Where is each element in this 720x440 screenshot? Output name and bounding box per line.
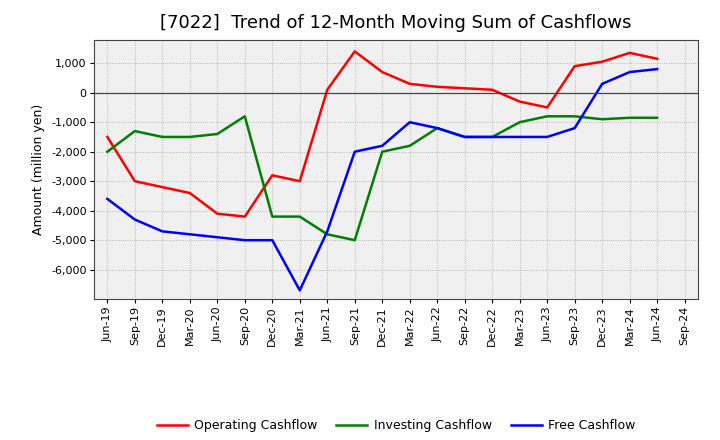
Investing Cashflow [543,114,552,119]
Investing Cashflow [653,115,662,121]
Operating Cashflow [158,184,166,190]
Free Cashflow [433,125,441,131]
Free Cashflow [240,238,249,243]
Operating Cashflow [626,50,634,55]
Free Cashflow [570,125,579,131]
Line: Investing Cashflow: Investing Cashflow [107,116,657,240]
Operating Cashflow [570,63,579,69]
Operating Cashflow [130,179,139,184]
Operating Cashflow [653,56,662,62]
Operating Cashflow [543,105,552,110]
Investing Cashflow [516,120,524,125]
Line: Free Cashflow: Free Cashflow [107,69,657,290]
Free Cashflow [323,229,332,234]
Operating Cashflow [213,211,222,216]
Investing Cashflow [323,231,332,237]
Investing Cashflow [460,134,469,139]
Investing Cashflow [103,149,112,154]
Free Cashflow [626,70,634,75]
Free Cashflow [268,238,276,243]
Investing Cashflow [351,238,359,243]
Free Cashflow [213,235,222,240]
Operating Cashflow [378,70,387,75]
Operating Cashflow [295,179,304,184]
Free Cashflow [378,143,387,148]
Investing Cashflow [186,134,194,139]
Investing Cashflow [213,132,222,137]
Investing Cashflow [158,134,166,139]
Title: [7022]  Trend of 12-Month Moving Sum of Cashflows: [7022] Trend of 12-Month Moving Sum of C… [161,15,631,33]
Free Cashflow [130,217,139,222]
Free Cashflow [543,134,552,139]
Operating Cashflow [460,86,469,91]
Operating Cashflow [240,214,249,219]
Free Cashflow [488,134,497,139]
Free Cashflow [460,134,469,139]
Operating Cashflow [268,172,276,178]
Legend: Operating Cashflow, Investing Cashflow, Free Cashflow: Operating Cashflow, Investing Cashflow, … [152,414,640,437]
Operating Cashflow [488,87,497,92]
Investing Cashflow [378,149,387,154]
Free Cashflow [186,231,194,237]
Free Cashflow [158,229,166,234]
Investing Cashflow [268,214,276,219]
Free Cashflow [405,120,414,125]
Investing Cashflow [488,134,497,139]
Investing Cashflow [240,114,249,119]
Operating Cashflow [405,81,414,87]
Free Cashflow [653,66,662,72]
Free Cashflow [598,81,606,87]
Investing Cashflow [295,214,304,219]
Operating Cashflow [323,87,332,92]
Investing Cashflow [405,143,414,148]
Investing Cashflow [570,114,579,119]
Investing Cashflow [130,128,139,134]
Free Cashflow [351,149,359,154]
Operating Cashflow [186,191,194,196]
Operating Cashflow [598,59,606,64]
Free Cashflow [295,288,304,293]
Investing Cashflow [433,125,441,131]
Y-axis label: Amount (million yen): Amount (million yen) [32,104,45,235]
Operating Cashflow [516,99,524,104]
Operating Cashflow [351,49,359,54]
Operating Cashflow [433,84,441,89]
Free Cashflow [516,134,524,139]
Free Cashflow [103,196,112,202]
Line: Operating Cashflow: Operating Cashflow [107,51,657,216]
Investing Cashflow [598,117,606,122]
Investing Cashflow [626,115,634,121]
Operating Cashflow [103,134,112,139]
